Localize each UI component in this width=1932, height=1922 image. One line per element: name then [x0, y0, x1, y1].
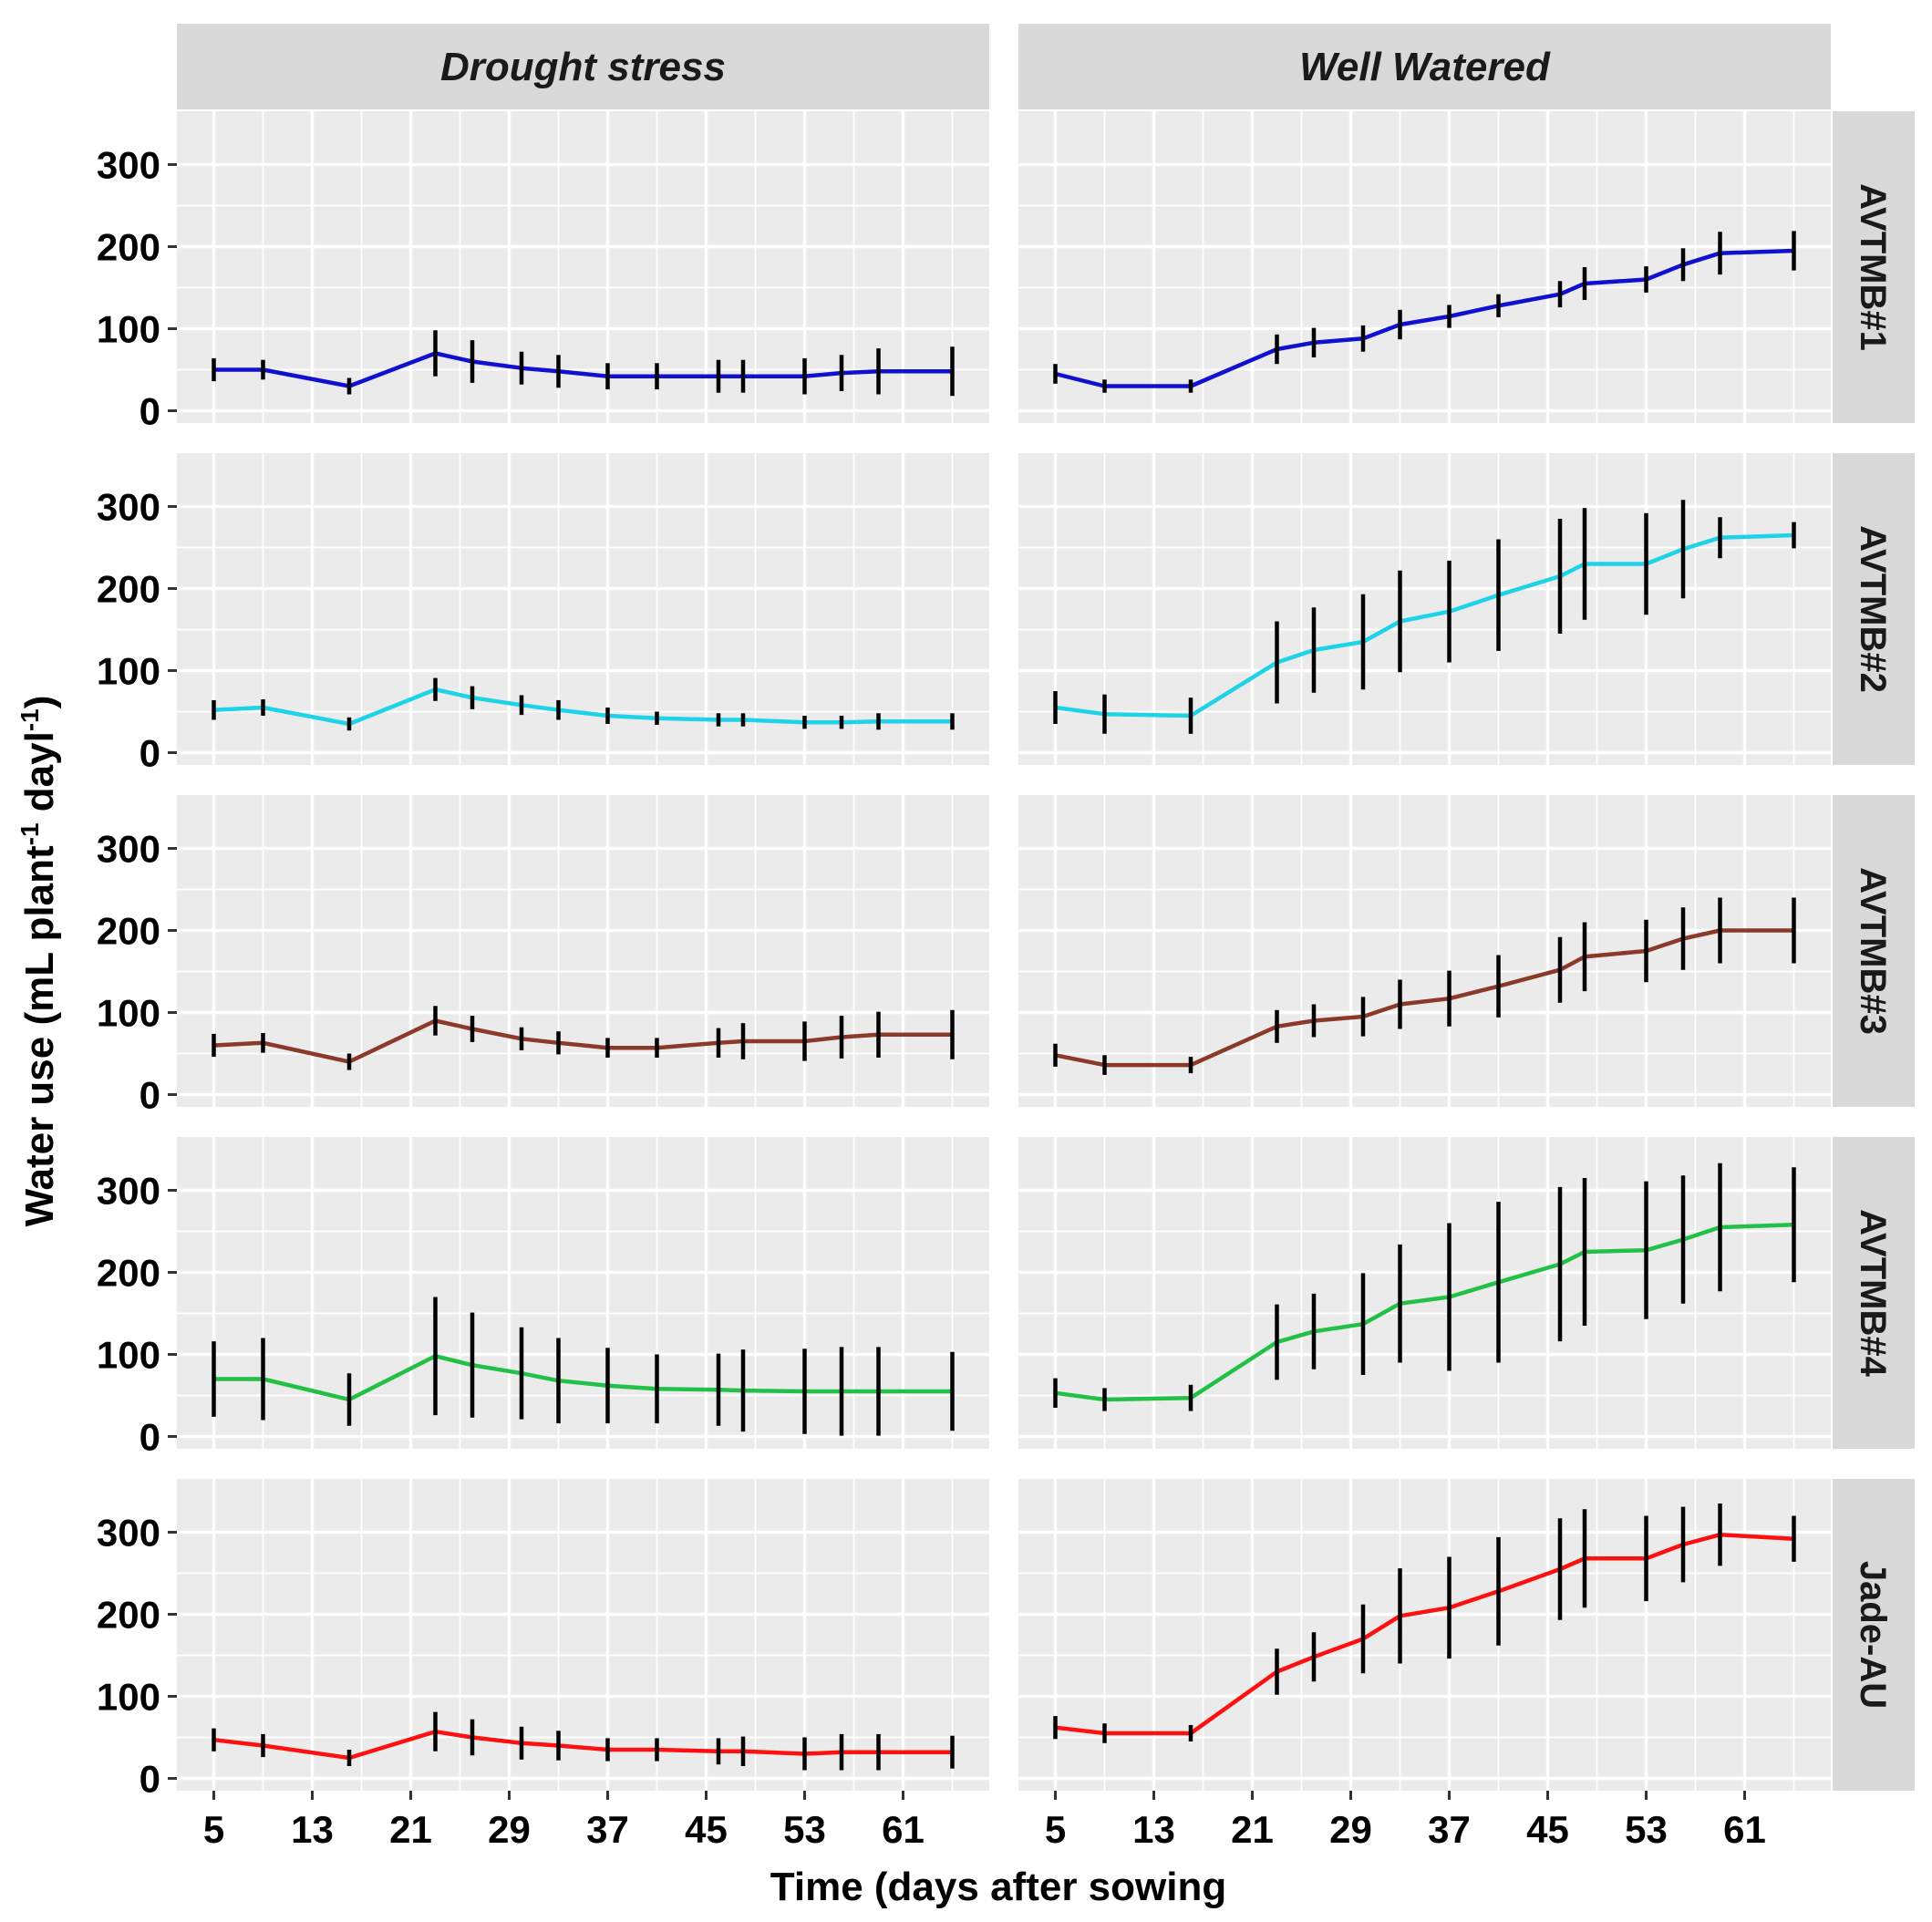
y-tick-label: 300: [97, 144, 160, 187]
row-strip-0: AVTMB#1: [1833, 111, 1915, 423]
row-strip-background: [1833, 111, 1915, 423]
series-AVTMB#4-Drought stress: [212, 1297, 955, 1436]
y-axis-title-suffix: ): [17, 696, 62, 709]
x-tick-label: 13: [1132, 1808, 1175, 1851]
y-tick-label: 0: [139, 390, 160, 433]
series-AVTMB#3-Drought stress: [212, 1006, 955, 1070]
panel-AVTMB#3-Drought stress: [177, 795, 989, 1107]
x-tick-label: 5: [1045, 1808, 1066, 1851]
x-tick-label: 53: [1625, 1808, 1668, 1851]
panel-AVTMB#4-Drought stress: [177, 1137, 989, 1449]
panel-background: [1018, 111, 1831, 423]
panel-background: [177, 795, 989, 1107]
panel-background: [177, 1137, 989, 1449]
row-strip-label: AVTMB#2: [1853, 525, 1893, 693]
series-AVTMB#4-Well Watered: [1053, 1162, 1796, 1411]
series-AVTMB#1-Well Watered: [1053, 231, 1796, 393]
column-strip-1: Well Watered: [1018, 24, 1831, 109]
y-tick-label: 100: [97, 1334, 160, 1377]
panel-Jade-AU-Well Watered: [1018, 1479, 1831, 1791]
row-strip-background: [1833, 1137, 1915, 1449]
y-axis-title-prefix: Water use (mL plant: [17, 845, 62, 1226]
column-strip-label: Drought stress: [440, 45, 726, 89]
row-strip-4: Jade-AU: [1833, 1479, 1915, 1791]
column-strip-background: [1018, 24, 1831, 109]
row-strip-label: AVTMB#4: [1853, 1209, 1893, 1377]
y-tick-label: 200: [97, 568, 160, 611]
series-Jade-AU-Well Watered: [1053, 1504, 1796, 1743]
y-tick-label: 300: [97, 1170, 160, 1213]
y-tick-label: 0: [139, 1416, 160, 1459]
panel-AVTMB#2-Drought stress: [177, 453, 989, 765]
y-tick-label: 300: [97, 828, 160, 871]
panel-AVTMB#4-Well Watered: [1018, 1137, 1831, 1449]
x-axis-title: Time (days after sowing: [770, 1865, 1226, 1909]
x-tick-label: 13: [291, 1808, 334, 1851]
series-Jade-AU-Drought stress: [212, 1711, 955, 1771]
x-tick-label: 5: [203, 1808, 224, 1851]
row-strip-background: [1833, 1479, 1915, 1791]
y-tick-label: 300: [97, 486, 160, 529]
row-strip-label: Jade-AU: [1853, 1561, 1893, 1709]
y-axis-title-sup1: -1: [15, 822, 44, 845]
x-tick-label: 61: [882, 1808, 925, 1851]
series-AVTMB#2-Well Watered: [1053, 500, 1796, 734]
series-AVTMB#2-Drought stress: [212, 677, 955, 731]
row-strip-2: AVTMB#3: [1833, 795, 1915, 1107]
panel-AVTMB#1-Drought stress: [177, 111, 989, 423]
panel-background: [177, 1479, 989, 1791]
panels: [177, 111, 1831, 1791]
x-tick-label: 21: [1231, 1808, 1274, 1851]
row-strip-label: AVTMB#1: [1853, 183, 1893, 351]
row-strip-label: AVTMB#3: [1853, 867, 1893, 1035]
axes: 0 100 200 300 0 100 200 300 0 100 200 300 0 100 200 300…: [97, 144, 1766, 1852]
column-strip-background: [177, 24, 989, 109]
x-tick-label: 61: [1723, 1808, 1766, 1851]
x-tick-label: 45: [1526, 1808, 1569, 1851]
y-axis-title-sup2: -1: [15, 708, 44, 731]
panel-background: [1018, 795, 1831, 1107]
y-tick-label: 0: [139, 1758, 160, 1801]
y-tick-label: 200: [97, 1594, 160, 1637]
panel-background: [1018, 453, 1831, 765]
x-tick-label: 37: [586, 1808, 629, 1851]
y-tick-label: 0: [139, 732, 160, 775]
row-strip-3: AVTMB#4: [1833, 1137, 1915, 1449]
column-strip-label: Well Watered: [1299, 45, 1551, 89]
panel-Jade-AU-Drought stress: [177, 1479, 989, 1791]
panel-background: [1018, 1479, 1831, 1791]
y-tick-label: 200: [97, 1252, 160, 1295]
panel-AVTMB#1-Well Watered: [1018, 111, 1831, 423]
y-tick-label: 100: [97, 1676, 160, 1719]
x-tick-label: 45: [685, 1808, 728, 1851]
row-strip-1: AVTMB#2: [1833, 453, 1915, 765]
row-strip-background: [1833, 795, 1915, 1107]
panel-AVTMB#3-Well Watered: [1018, 795, 1831, 1107]
panel-background: [1018, 1137, 1831, 1449]
series-AVTMB#1-Drought stress: [212, 330, 955, 397]
panel-background: [177, 453, 989, 765]
row-strip-background: [1833, 453, 1915, 765]
y-tick-label: 300: [97, 1512, 160, 1555]
y-tick-label: 100: [97, 308, 160, 351]
y-tick-label: 200: [97, 910, 160, 953]
x-tick-label: 29: [1329, 1808, 1372, 1851]
y-axis-title-middle: dayl: [17, 731, 62, 822]
series-AVTMB#3-Well Watered: [1053, 897, 1796, 1075]
y-tick-label: 0: [139, 1074, 160, 1117]
facet-strips: Drought stress Well Watered AVTMB#1 AVTMB#2…: [177, 24, 1915, 1791]
x-tick-label: 53: [783, 1808, 826, 1851]
x-tick-label: 21: [389, 1808, 432, 1851]
y-tick-label: 100: [97, 650, 160, 693]
y-tick-label: 100: [97, 992, 160, 1035]
y-axis-title: Water use (mL plant-1 dayl-1): [15, 696, 62, 1227]
panel-AVTMB#2-Well Watered: [1018, 453, 1831, 765]
column-strip-0: Drought stress: [177, 24, 989, 109]
x-tick-label: 37: [1428, 1808, 1471, 1851]
x-tick-label: 29: [488, 1808, 531, 1851]
y-tick-label: 200: [97, 226, 160, 269]
